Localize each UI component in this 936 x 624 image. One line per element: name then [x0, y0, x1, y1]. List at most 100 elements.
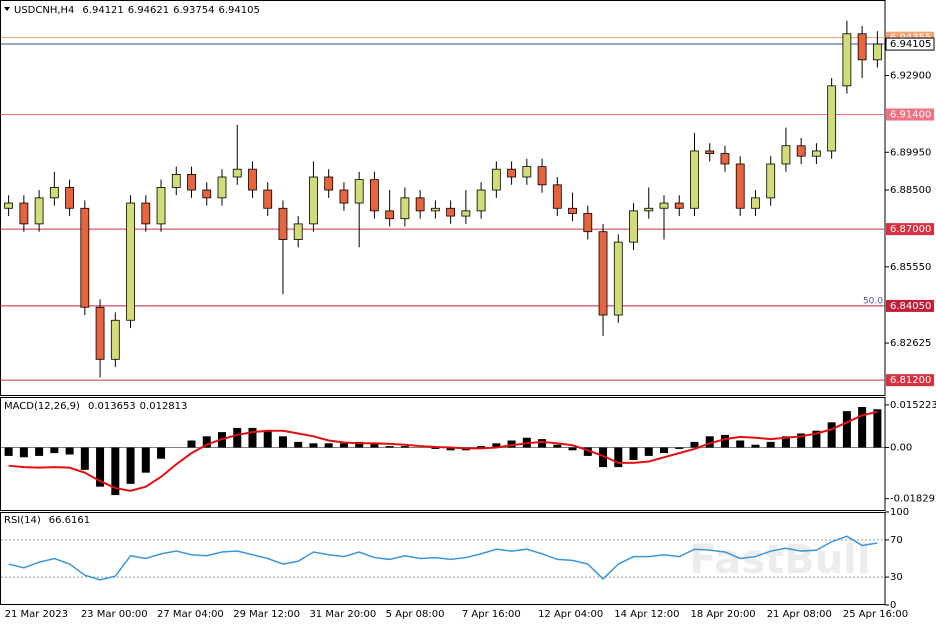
price-panel	[0, 0, 886, 396]
macd-bar	[80, 447, 89, 470]
macd-bar	[35, 447, 44, 456]
candle-body	[187, 174, 196, 191]
macd-bar	[294, 441, 303, 448]
macd-bar	[431, 447, 440, 449]
candle-body	[613, 241, 623, 316]
macd-bar	[96, 447, 105, 487]
x-tick-label: 14 Apr 12:00	[614, 609, 679, 620]
watermark: FastBull	[689, 537, 870, 583]
macd-bar	[766, 441, 775, 448]
y-tick-label: 30	[890, 572, 903, 583]
candle-body	[126, 202, 135, 321]
candle-body	[857, 33, 867, 61]
macd-bar	[157, 447, 166, 459]
macd-bar	[50, 447, 59, 454]
candle-body	[278, 207, 288, 240]
macd-bar	[446, 447, 455, 451]
candle-body	[370, 179, 379, 212]
price-level-label: 6.84050	[890, 301, 931, 312]
header-value: 0.012813	[140, 401, 188, 412]
price-level-label: 6.81200	[890, 375, 931, 386]
candle-body	[110, 319, 120, 360]
macd-bar	[477, 446, 486, 448]
candle-body	[4, 202, 14, 209]
candle-body	[827, 85, 837, 152]
price-level-label: 6.91400	[890, 110, 931, 121]
panel-title: USDCNH,H4	[14, 5, 74, 16]
x-tick-label: 21 Mar 2023	[5, 609, 68, 620]
y-tick-label: 6.89950	[890, 147, 931, 158]
macd-bar	[263, 430, 272, 448]
y-tick-label: 0.00	[890, 443, 912, 454]
x-tick-label: 31 Mar 20:00	[309, 609, 376, 620]
macd-bar	[705, 436, 714, 448]
candle-body	[766, 163, 776, 199]
macd-bar	[690, 441, 699, 448]
y-tick-label: 6.92900	[890, 70, 931, 81]
candle-body	[690, 150, 699, 209]
candle-body	[34, 197, 44, 225]
macd-bar	[583, 447, 592, 456]
header-value: 6.94621	[128, 5, 169, 16]
macd-bar	[233, 427, 242, 448]
x-tick-label: 25 Apr 16:00	[843, 609, 908, 620]
candle-body	[232, 168, 242, 178]
current-price-label: 6.94105	[890, 39, 931, 50]
signal-line	[8, 410, 878, 492]
macd-bar	[126, 447, 135, 484]
candle-body	[171, 174, 181, 188]
x-tick-label: 18 Apr 20:00	[690, 609, 755, 620]
x-tick-label: 12 Apr 04:00	[538, 609, 603, 620]
current-price-box	[885, 37, 935, 51]
candle-body	[872, 43, 882, 61]
macd-bar	[385, 446, 394, 448]
macd-bar	[141, 447, 150, 473]
macd-bar	[400, 446, 409, 448]
candle-body	[446, 207, 456, 217]
candle-body	[339, 189, 349, 204]
rsi-panel	[0, 512, 886, 605]
macd-bar	[19, 447, 28, 458]
candle-body	[583, 213, 593, 233]
candle-body	[400, 197, 410, 220]
symbol-menu-icon[interactable]	[4, 7, 10, 11]
macd-bar	[812, 430, 821, 448]
header-value: 6.94121	[82, 5, 123, 16]
candle-body	[735, 163, 745, 209]
candle-body	[629, 210, 638, 243]
macd-bar	[736, 440, 745, 448]
macd-bar	[660, 447, 668, 454]
macd-bar	[309, 443, 318, 448]
panel-header: MACD(12,26,9) 0.013653 0.012813	[4, 401, 187, 412]
panel-title: MACD(12,26,9)	[4, 401, 80, 412]
price-level-box	[886, 223, 934, 236]
y-tick-label: 0.015223	[890, 400, 936, 411]
x-tick-label: 21 Apr 08:00	[767, 609, 832, 620]
macd-bar	[599, 447, 608, 468]
x-tick-label: 7 Apr 16:00	[462, 609, 521, 620]
x-tick-label: 29 Mar 12:00	[233, 609, 300, 620]
macd-bar	[4, 447, 13, 456]
candle-body	[415, 197, 425, 212]
candle-body	[674, 202, 684, 209]
macd-bar	[492, 443, 501, 448]
candle-body	[476, 189, 486, 212]
candle-body	[385, 210, 395, 220]
candle-body	[491, 168, 501, 191]
candle-body	[705, 150, 715, 154]
candle-body	[644, 207, 654, 212]
candle-body	[80, 207, 90, 308]
rsi-line	[8, 535, 878, 581]
candle-body	[65, 187, 74, 209]
candle-body	[263, 189, 273, 209]
macd-bar	[538, 439, 547, 448]
macd-panel	[0, 397, 886, 511]
macd-bar	[629, 447, 638, 461]
candle-body	[842, 33, 852, 87]
y-tick-label: 0	[890, 600, 896, 611]
y-tick-label: 6.88500	[890, 185, 931, 196]
candle-body	[751, 197, 760, 209]
candle-body	[293, 223, 303, 240]
